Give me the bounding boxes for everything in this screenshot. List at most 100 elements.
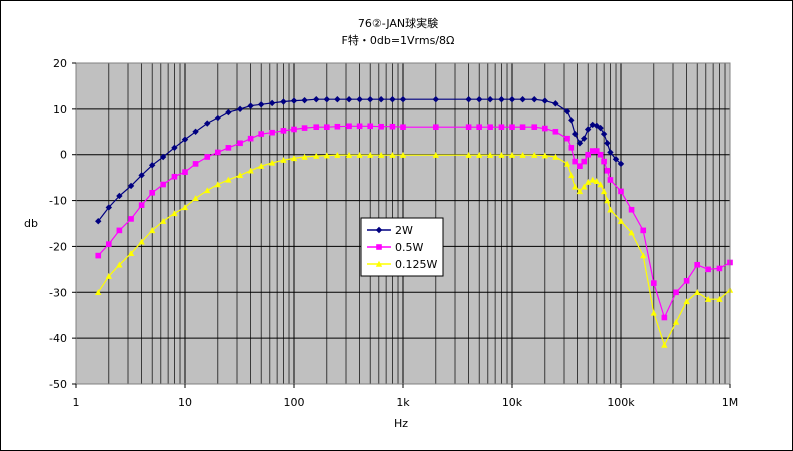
data-point-marker <box>604 140 611 147</box>
series-layer <box>95 96 734 348</box>
data-point-marker <box>716 265 723 272</box>
data-point-marker <box>465 124 472 130</box>
data-point-marker <box>204 187 211 194</box>
data-point-marker <box>225 145 232 151</box>
y-tick-label: -40 <box>49 332 67 345</box>
data-point-marker <box>508 151 516 158</box>
data-point-marker <box>576 188 584 195</box>
data-point-marker <box>693 289 701 295</box>
data-point-marker <box>486 151 494 158</box>
data-point-marker <box>650 309 658 316</box>
data-point-marker <box>581 183 588 190</box>
data-point-marker <box>389 151 396 158</box>
data-point-marker <box>128 216 134 222</box>
data-point-marker <box>568 172 575 179</box>
data-point-marker <box>683 278 690 284</box>
x-tick-label: 10 <box>178 396 192 409</box>
data-point-marker <box>541 152 549 159</box>
data-point-marker <box>585 151 591 158</box>
data-point-marker <box>236 105 244 113</box>
data-point-marker <box>215 149 221 156</box>
data-point-marker <box>531 124 538 130</box>
data-point-marker <box>313 152 320 159</box>
data-point-marker <box>301 96 308 104</box>
data-point-marker <box>160 181 166 188</box>
data-point-marker <box>247 135 254 142</box>
data-point-marker <box>568 145 575 151</box>
data-point-marker <box>432 96 440 103</box>
data-point-marker <box>106 241 112 247</box>
data-point-marker <box>498 124 505 130</box>
data-point-marker <box>487 124 493 130</box>
data-point-marker <box>600 188 608 195</box>
data-point-marker <box>138 202 145 208</box>
x-tick-label: 100k <box>607 396 635 409</box>
data-point-marker <box>204 120 211 127</box>
data-point-marker <box>257 101 265 108</box>
data-point-marker <box>661 314 668 321</box>
data-point-marker <box>486 96 494 103</box>
data-point-marker <box>214 181 222 188</box>
data-point-marker <box>159 218 167 224</box>
data-point-marker <box>498 151 505 158</box>
data-point-marker <box>694 261 700 268</box>
data-point-marker <box>581 158 588 165</box>
data-point-marker <box>568 117 575 124</box>
data-point-marker <box>672 318 680 325</box>
data-point-marker <box>345 96 353 103</box>
y-tick-label: -50 <box>49 378 67 391</box>
data-point-marker <box>171 210 178 217</box>
data-point-marker <box>628 206 635 213</box>
data-point-marker <box>399 96 407 103</box>
y-tick-label: 10 <box>53 103 67 116</box>
x-tick-label: 100 <box>284 396 305 409</box>
data-point-marker <box>171 144 178 152</box>
x-axis-label: Hz <box>394 417 408 430</box>
data-point-marker <box>604 197 611 204</box>
data-point-marker <box>204 154 211 160</box>
y-axis-label: db <box>24 217 38 230</box>
data-point-marker <box>95 218 102 225</box>
data-point-marker <box>366 151 374 158</box>
legend-swatch-marker <box>376 244 382 250</box>
legend-entry-label: 0.125W <box>395 258 437 271</box>
data-point-marker <box>594 148 600 154</box>
data-point-marker <box>389 123 396 130</box>
data-point-marker <box>324 124 330 130</box>
data-point-marker <box>138 238 145 245</box>
data-point-marker <box>95 289 102 295</box>
data-point-marker <box>148 227 156 234</box>
data-point-marker <box>508 96 516 103</box>
data-point-marker <box>280 157 287 163</box>
data-point-marker <box>584 179 592 185</box>
data-point-marker <box>465 151 472 158</box>
data-point-marker <box>600 130 608 138</box>
x-tick-label: 1 <box>73 396 80 409</box>
data-point-marker <box>192 161 199 167</box>
data-point-marker <box>214 114 222 122</box>
data-point-marker <box>356 96 363 103</box>
data-point-marker <box>334 96 341 103</box>
data-point-marker <box>367 123 373 130</box>
data-point-marker <box>95 252 102 259</box>
data-point-marker <box>268 99 276 107</box>
data-point-marker <box>618 188 624 195</box>
series-0 <box>95 96 625 225</box>
data-point-marker <box>581 135 588 142</box>
data-point-marker <box>356 151 363 158</box>
data-point-marker <box>171 173 178 180</box>
data-point-marker <box>673 289 679 296</box>
data-point-marker <box>148 162 156 169</box>
data-point-marker <box>597 124 604 132</box>
data-point-marker <box>661 341 668 348</box>
data-point-marker <box>584 126 592 133</box>
data-point-marker <box>564 135 570 142</box>
data-point-marker <box>192 195 199 201</box>
data-point-marker <box>519 124 526 130</box>
data-point-marker <box>571 183 579 190</box>
data-point-marker <box>542 125 548 132</box>
data-point-marker <box>433 124 439 130</box>
data-point-marker <box>705 266 711 273</box>
